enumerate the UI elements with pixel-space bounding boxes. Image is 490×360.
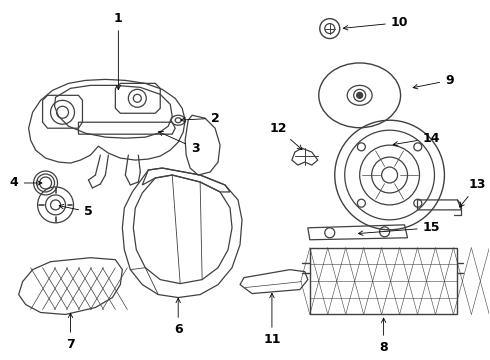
Text: 1: 1 (114, 12, 122, 90)
Text: 4: 4 (10, 176, 42, 189)
Text: 8: 8 (379, 318, 388, 354)
Text: 10: 10 (343, 16, 408, 30)
Text: 15: 15 (358, 221, 440, 235)
Text: 3: 3 (159, 131, 199, 155)
Text: 14: 14 (393, 132, 440, 146)
Text: 13: 13 (460, 179, 486, 207)
Text: 5: 5 (59, 204, 93, 219)
Text: 11: 11 (263, 293, 281, 346)
Text: 12: 12 (269, 122, 302, 150)
Text: 6: 6 (174, 298, 182, 336)
Circle shape (357, 92, 363, 98)
Text: 2: 2 (181, 112, 220, 125)
Text: 9: 9 (413, 74, 454, 89)
Text: 7: 7 (66, 313, 75, 351)
